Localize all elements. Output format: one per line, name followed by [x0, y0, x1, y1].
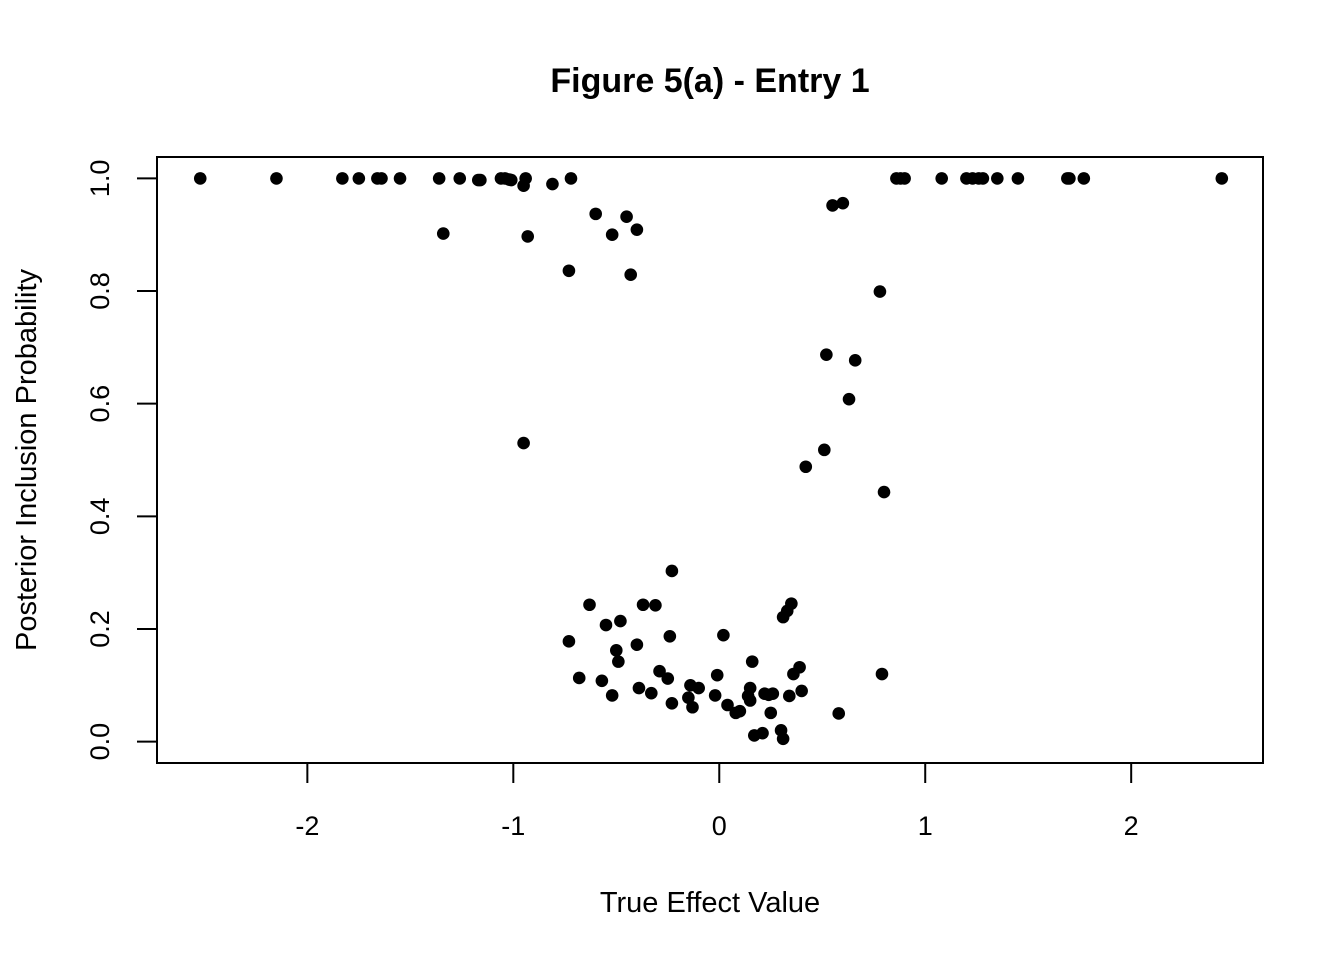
- x-axis-label: True Effect Value: [600, 887, 820, 919]
- x-tick-label: -1: [501, 811, 525, 841]
- data-point: [572, 671, 586, 685]
- data-point: [836, 196, 850, 210]
- data-point: [717, 628, 730, 642]
- data-point: [1011, 172, 1025, 185]
- data-point: [848, 354, 862, 367]
- data-point: [336, 172, 349, 185]
- data-point: [393, 172, 407, 185]
- data-point: [991, 172, 1004, 185]
- data-point: [877, 485, 891, 499]
- y-tick-label: 0.4: [85, 498, 115, 536]
- data-point: [661, 672, 675, 685]
- data-point: [665, 564, 679, 578]
- data-point: [609, 644, 623, 657]
- data-point: [875, 667, 889, 681]
- data-point: [976, 172, 990, 185]
- data-point: [826, 199, 839, 212]
- data-point: [270, 172, 283, 185]
- data-point: [583, 598, 596, 612]
- data-point: [624, 268, 638, 282]
- data-point: [799, 460, 813, 474]
- y-tick-label: 0.8: [85, 272, 115, 310]
- data-point: [605, 228, 619, 242]
- data-point: [764, 706, 778, 720]
- data-point: [645, 686, 658, 700]
- data-point: [605, 689, 619, 702]
- chart-title: Figure 5(a) - Entry 1: [550, 62, 869, 100]
- data-point: [686, 700, 699, 714]
- data-point: [785, 597, 798, 610]
- data-point: [562, 264, 576, 278]
- data-point: [589, 207, 602, 221]
- data-points: [193, 172, 1229, 746]
- x-axis: -2 -1 0 1 2: [295, 762, 1139, 841]
- data-point: [710, 668, 724, 682]
- data-point: [612, 655, 625, 668]
- data-point: [632, 681, 646, 695]
- y-tick-label: 0.0: [85, 723, 115, 761]
- data-point: [873, 285, 887, 298]
- data-point: [721, 698, 734, 712]
- data-point: [432, 172, 446, 185]
- data-point: [793, 660, 806, 674]
- x-tick-label: 2: [1124, 811, 1139, 841]
- data-point: [599, 618, 613, 632]
- data-point: [842, 392, 856, 406]
- data-point: [546, 177, 559, 191]
- data-point: [193, 172, 207, 185]
- data-point: [649, 599, 662, 612]
- data-point: [745, 655, 759, 668]
- data-point: [692, 681, 705, 695]
- data-point: [614, 614, 627, 628]
- data-point: [562, 635, 576, 648]
- y-axis-label: Posterior Inclusion Probability: [11, 268, 43, 651]
- x-tick-label: 0: [712, 811, 727, 841]
- data-point: [595, 674, 609, 688]
- data-point: [756, 726, 769, 740]
- data-point: [733, 704, 747, 718]
- data-point: [375, 172, 388, 185]
- data-point: [1063, 172, 1076, 185]
- data-point: [474, 173, 487, 187]
- y-axis: 0.0 0.2 0.4 0.6 0.8 1.0: [85, 160, 158, 761]
- data-point: [663, 629, 677, 643]
- data-point: [708, 689, 722, 702]
- data-point: [352, 172, 366, 185]
- data-point: [682, 691, 695, 704]
- plot-frame: [156, 156, 1264, 764]
- data-point: [453, 172, 467, 185]
- data-point: [898, 172, 911, 185]
- data-point: [820, 348, 833, 361]
- data-point: [818, 443, 831, 457]
- data-point: [795, 684, 808, 698]
- data-point: [504, 173, 518, 187]
- x-tick-label: 1: [918, 811, 933, 841]
- data-point: [636, 598, 650, 612]
- data-point: [630, 638, 644, 652]
- data-point: [1077, 172, 1091, 185]
- data-point: [832, 707, 846, 720]
- data-point: [782, 689, 796, 703]
- x-tick-label: -2: [295, 811, 319, 841]
- data-point: [935, 172, 949, 185]
- data-point: [620, 210, 633, 223]
- y-tick-label: 0.6: [85, 385, 115, 423]
- data-point: [517, 436, 530, 450]
- data-point: [436, 227, 450, 240]
- data-point: [1215, 172, 1229, 185]
- data-point: [743, 694, 757, 707]
- data-point: [564, 172, 578, 185]
- data-point: [630, 223, 644, 236]
- y-tick-label: 1.0: [85, 160, 115, 198]
- data-point: [653, 664, 666, 678]
- data-point: [776, 732, 790, 746]
- data-point: [521, 230, 535, 243]
- y-tick-label: 0.2: [85, 610, 115, 648]
- data-point: [519, 172, 532, 185]
- data-point: [766, 687, 780, 701]
- data-point: [665, 697, 679, 710]
